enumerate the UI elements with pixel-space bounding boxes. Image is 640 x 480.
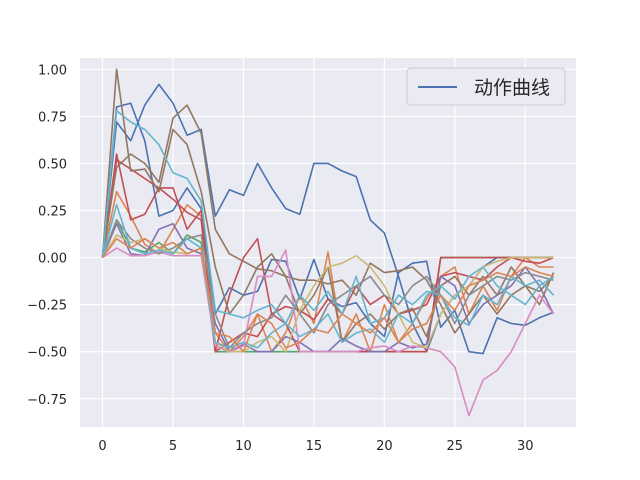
- legend: 动作曲线: [406, 67, 566, 106]
- series-line-10: [102, 247, 555, 417]
- x-tick-label: 10: [235, 439, 252, 454]
- plot-background: [80, 58, 576, 427]
- y-tick-label: −0.25: [27, 299, 67, 314]
- series-line-15: [101, 237, 554, 353]
- series-line-14: [101, 204, 554, 349]
- series-line-12: [101, 234, 554, 353]
- x-axis: 0 5 10 15 20 25 30: [98, 439, 533, 454]
- series-line-6: [101, 158, 554, 353]
- x-tick-label: 20: [376, 439, 393, 454]
- x-tick-label: 0: [98, 439, 106, 454]
- series-line-13: [101, 109, 555, 327]
- y-tick-label: −0.75: [27, 393, 67, 408]
- series-line-11: [101, 219, 554, 349]
- series-line-3: [101, 190, 554, 353]
- y-axis: 1.00 0.75 0.50 0.25 0.00 −0.25 −0.50 −0.75: [27, 63, 67, 407]
- y-tick-label: 0.25: [38, 204, 67, 219]
- y-tick-label: 0.50: [38, 157, 67, 172]
- legend-box: [406, 67, 566, 106]
- y-tick-label: 1.00: [38, 63, 67, 78]
- x-tick-label: 5: [169, 439, 177, 454]
- y-tick-label: 0.00: [38, 252, 67, 267]
- series-line-9: [101, 104, 555, 334]
- y-tick-label: 0.75: [38, 110, 67, 125]
- x-tick-label: 30: [517, 439, 534, 454]
- legend-label: 动作曲线: [474, 77, 550, 99]
- x-tick-label: 25: [447, 439, 464, 454]
- x-tick-label: 15: [306, 439, 323, 454]
- y-tick-label: −0.50: [27, 346, 67, 361]
- series-lines: [101, 68, 555, 417]
